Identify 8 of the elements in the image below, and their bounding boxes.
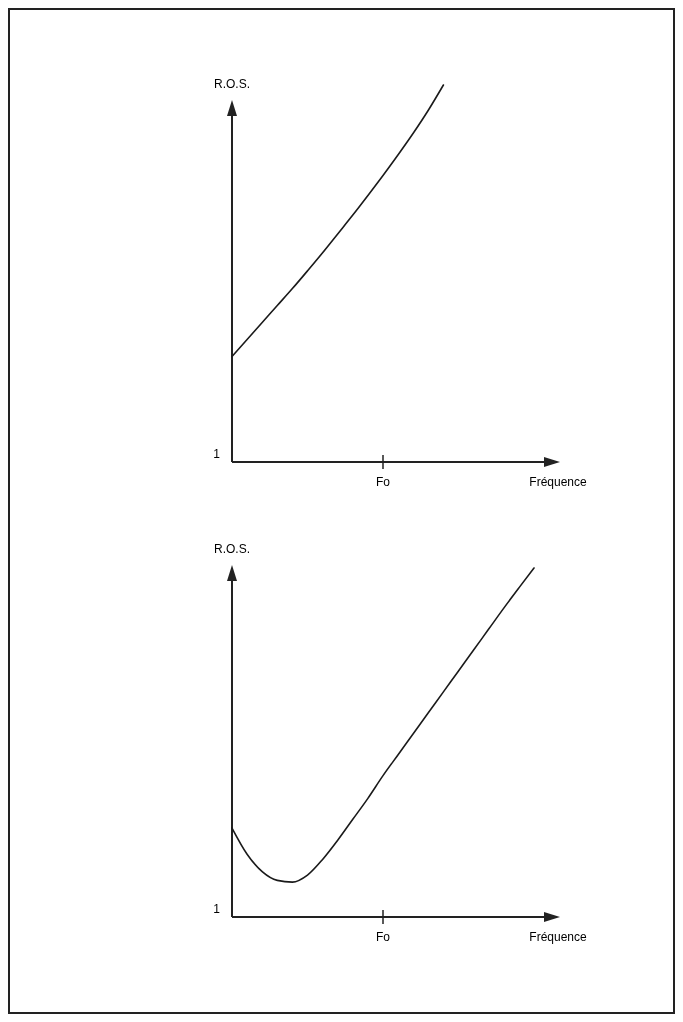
text: Fo — [375, 475, 391, 489]
x-axis-title: Fréquence — [529, 930, 588, 944]
y-axis-title: R.O.S. — [213, 77, 251, 91]
text: 1 — [213, 447, 221, 461]
text: 1 — [213, 902, 221, 916]
y-axis-title: R.O.S. — [213, 542, 251, 556]
text: Fo — [375, 930, 391, 944]
x-axis-title: Fréquence — [529, 475, 588, 489]
